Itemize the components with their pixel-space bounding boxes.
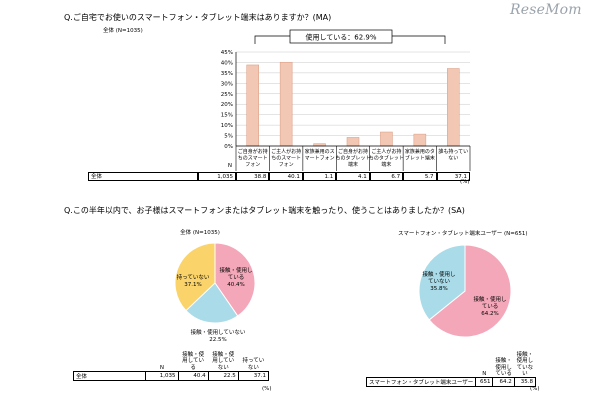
col-header-not-using: 接触・使用していない — [516, 352, 534, 377]
col-header-using: 接触・使用している — [495, 358, 512, 377]
n-header: N — [482, 370, 487, 377]
q1-gridlines — [236, 51, 470, 136]
q1-axes — [235, 52, 470, 147]
col-header-not-using: 接触・使用していない — [212, 352, 235, 371]
col-header-none: 持っていない — [242, 358, 265, 371]
y-tick-label: 20% — [221, 102, 233, 108]
pie2-title: スマートフォン・タブレット端末ユーザー (N=651) — [398, 231, 528, 237]
callout-box — [289, 29, 393, 44]
cell-value: 40.4 — [177, 370, 209, 381]
y-tick-label: 30% — [221, 81, 233, 87]
category-label: ご自身がお持ちのスマートフォン — [238, 148, 268, 168]
y-tick-label: 25% — [221, 92, 233, 98]
q1-n-header: N — [227, 163, 232, 169]
category-label: 家族兼用のタブレット端末 — [405, 148, 435, 162]
q1-table-cell: 1.1 — [302, 172, 337, 181]
pie-slice-label: 接触・使用している 40.4% — [219, 266, 252, 288]
pie-slice — [428, 244, 512, 338]
cell-value: 64.2 — [492, 377, 515, 388]
n-header: N — [159, 364, 164, 371]
pie-slice — [185, 282, 239, 324]
cell-value: 35.8 — [513, 377, 537, 388]
q1-n-value: 1,035 — [198, 172, 236, 181]
pie-slice — [174, 242, 216, 312]
y-tick-label: 15% — [221, 113, 233, 119]
y-tick-label: 10% — [221, 123, 233, 129]
category-label: ご主人がお持ちのタブレット端末 — [369, 148, 404, 168]
table-row: 全体 1,035 40.4 22.5 37.1 — [72, 370, 270, 381]
q2-pct-unit-2: (%) — [530, 386, 540, 392]
table-row: スマートフォン・タブレット端末ユーザー 651 64.2 35.8 — [365, 377, 537, 388]
q1-table-cell: 5.7 — [403, 172, 437, 181]
category-label: ご自身がお持ちのタブレット端末 — [335, 148, 370, 168]
y-tick-label: 5% — [224, 134, 233, 140]
q2-title: Q.この半年以内で、お子様はスマートフォンまたはタブレット端末を触ったり、使うこ… — [64, 206, 465, 215]
q1-table-cell: 38.8 — [236, 172, 270, 181]
q1-table-cell: 40.1 — [269, 172, 303, 181]
q1-row-label: 全体 — [88, 172, 198, 181]
pie-slice-label: 接触・使用していない 22.5% — [191, 328, 246, 343]
pie-slice — [418, 244, 466, 321]
n-value: 651 — [475, 377, 494, 388]
q2-table-overall: N 接触・使用している 接触・使用していない 持っていない 全体 1,035 4… — [72, 352, 270, 381]
y-tick-label: 40% — [221, 60, 233, 66]
q1-bars — [246, 61, 460, 147]
q1-table-cell: 4.1 — [336, 172, 370, 181]
y-tick-label: 0% — [224, 144, 233, 150]
pie-slice — [214, 242, 256, 317]
row-label: 全体 — [72, 370, 147, 381]
q2-table-users: N 接触・使用している 接触・使用していない スマートフォン・タブレット端末ユー… — [365, 352, 537, 388]
category-label: 誰も持っていない — [438, 148, 468, 162]
category-label: 家族兼用のスマートフォン — [305, 148, 335, 162]
q1-sample-label: 全体 (N=1035) — [103, 28, 143, 34]
q1-category-labels: ご自身がお持ちのスマートフォンご主人がお持ちのスマートフォン家族兼用のスマートフ… — [235, 146, 471, 171]
q1-table-cell: 37.1 — [436, 172, 470, 181]
y-tick-label: 45% — [221, 50, 233, 56]
q1-table-cell: 6.7 — [369, 172, 404, 181]
cell-value: 22.5 — [207, 370, 239, 381]
y-tick-label: 35% — [221, 71, 233, 77]
pie1-title: 全体 (N=1035) — [180, 230, 220, 236]
resemom-logo: ReseMom — [510, 2, 582, 18]
pie-slice-label: 接触・使用していない 35.8% — [422, 270, 455, 292]
category-label: ご主人がお持ちのスマートフォン — [271, 148, 301, 168]
q1-pct-unit: (%) — [460, 179, 470, 185]
q2-pct-unit-1: (%) — [262, 386, 272, 392]
col-header-using: 接触・使用している — [182, 352, 205, 371]
pie-slice-label: 接触・使用している 64.2% — [473, 295, 506, 317]
q1-title: Q.ご自宅でお使いのスマートフォン・タブレット端末はありますか？(MA) — [64, 13, 332, 22]
callout-text: 使用している：62.9% — [305, 33, 376, 42]
pie-slice-label: 持っていない 37.1% — [177, 273, 210, 288]
n-value: 1,035 — [145, 370, 179, 381]
q1-bar-chart: 使用している：62.9% 0% 5% 10% 15% 20% 25% 30% 35% 40% 45… — [221, 29, 471, 171]
cell-value: 37.1 — [237, 370, 270, 381]
row-label: スマートフォン・タブレット端末ユーザー — [365, 377, 477, 388]
pie-chart-overall: 接触・使用している 40.4% 接触・使用していない 22.5% 持っていない 37.1% — [174, 242, 256, 343]
q1-y-axis-ticks: 0% 5% 10% 15% 20% 25% 30% 35% 40% 45% — [221, 50, 233, 150]
pie-chart-users: 接触・使用している 64.2% 接触・使用していない 35.8% — [418, 244, 512, 338]
